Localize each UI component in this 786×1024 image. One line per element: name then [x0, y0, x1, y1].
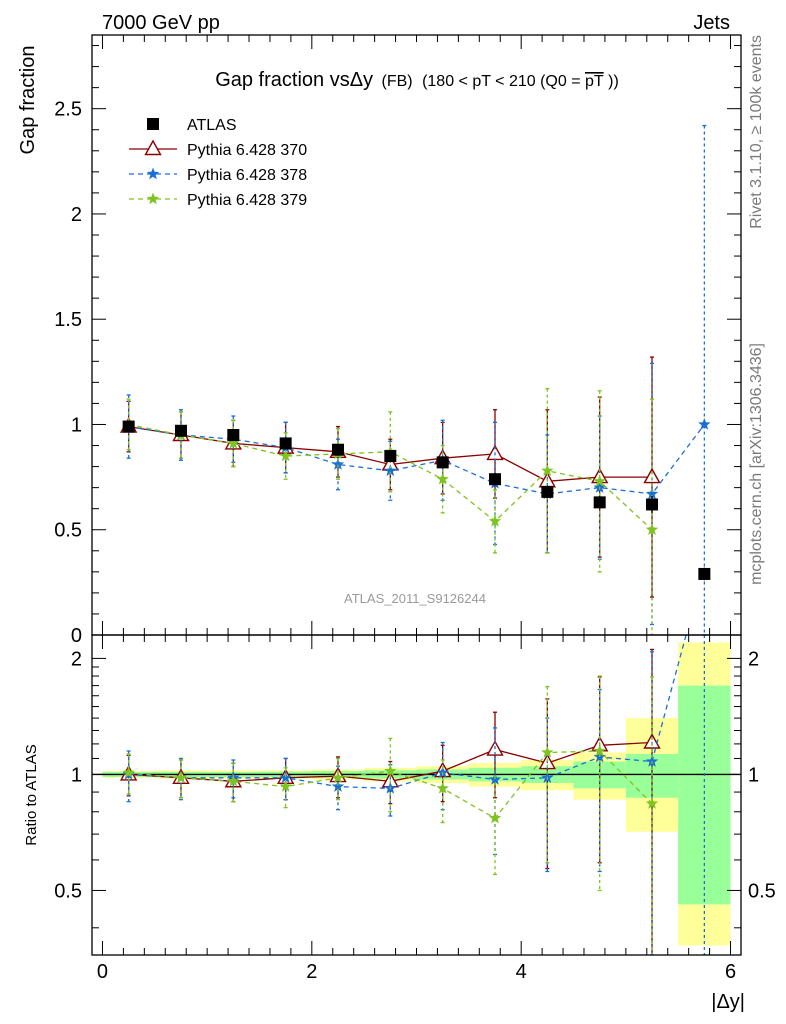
marker-pythia-6-428-379	[541, 745, 554, 758]
marker-pythia-6-428-378	[279, 771, 292, 784]
ratio-y-tick-label-right: 1	[748, 764, 759, 786]
x-tick-label: 4	[516, 961, 527, 983]
marker-pythia-6-428-379	[593, 474, 606, 487]
marker-pythia-6-428-379	[645, 523, 659, 535]
legend-marker-pythia-6-428-378	[146, 167, 160, 180]
main-y-tick-label: 0	[71, 625, 82, 647]
marker-atlas	[331, 443, 344, 456]
main-y-tick-label: 0.5	[54, 520, 82, 542]
ratio-y-tick-label-right: 2	[748, 648, 759, 670]
marker-pythia-6-428-379	[384, 764, 397, 777]
marker-atlas	[227, 429, 240, 441]
marker-pythia-6-428-379	[227, 774, 240, 787]
marker-atlas	[436, 456, 449, 469]
marker-pythia-6-428-379	[331, 771, 345, 784]
marker-atlas	[122, 420, 135, 433]
legend-label-pythia-6-428-370: Pythia 6.428 370	[187, 142, 307, 159]
ratio-y-tick-label-left: 0.5	[54, 880, 82, 902]
main-y-axis-label: Gap fraction	[17, 46, 39, 155]
header-right: Jets	[693, 12, 730, 34]
main-y-tick-label: 1.5	[54, 309, 82, 331]
main-panel-marks	[119, 124, 711, 635]
marker-atlas	[384, 450, 397, 463]
series-line-pythia-6-428-378	[128, 424, 705, 495]
legend-label-atlas: ATLAS	[187, 117, 237, 134]
main-title: Gap fraction vsΔy (FB) (180 < pT < 210 (…	[215, 69, 619, 91]
marker-pythia-6-428-379	[279, 780, 292, 792]
main-title-cut: (180 < pT < 210 (Q0 =	[422, 73, 580, 90]
main-title-tail: ))	[608, 73, 619, 90]
mcplots-label: mcplots.cern.ch [arXiv:1306.3436]	[748, 343, 765, 585]
ratio-panel-marks	[92, 635, 741, 955]
x-tick-label: 2	[306, 961, 317, 983]
marker-atlas	[541, 485, 554, 498]
marker-pythia-6-428-370	[643, 467, 661, 484]
main-y-tick-label: 2.5	[54, 99, 82, 121]
main-title-overline: pT	[585, 73, 604, 90]
marker-pythia-6-428-379	[436, 781, 449, 794]
marker-atlas	[698, 567, 711, 580]
marker-atlas	[174, 424, 187, 437]
marker-pythia-6-428-379	[593, 744, 606, 757]
main-y-tick-label: 2	[71, 204, 82, 226]
ratio-y-axis-label: Ratio to ATLAS	[23, 744, 40, 845]
marker-pythia-6-428-378	[645, 487, 659, 500]
ratio-y-tick-label-left: 2	[71, 648, 82, 670]
marker-pythia-6-428-378	[331, 780, 345, 792]
legend-label-pythia-6-428-378: Pythia 6.428 378	[187, 167, 307, 184]
axes-and-ticks: 0 2 4 600.511.522.50.5 0.51 12 2	[54, 34, 776, 983]
rivet-label: Rivet 3.1.10, ≥ 100k events	[748, 35, 765, 229]
main-title-tag: (FB)	[382, 73, 413, 90]
marker-pythia-6-428-379	[279, 449, 292, 462]
ratio-uncertainty-bands	[102, 642, 731, 946]
marker-pythia-6-428-378	[384, 464, 397, 477]
x-tick-label: 6	[725, 961, 736, 983]
header-left: 7000 GeV pp	[102, 12, 220, 34]
legend-marker-pythia-6-428-379	[146, 192, 160, 205]
marker-pythia-6-428-379	[436, 472, 449, 485]
stat-uncertainty-band	[678, 685, 731, 905]
marker-pythia-6-428-378	[698, 417, 711, 430]
x-axis-label: |Δy|	[711, 991, 745, 1013]
marker-pythia-6-428-379	[174, 771, 188, 784]
marker-pythia-6-428-378	[645, 755, 659, 767]
main-y-tick-label: 1	[71, 414, 82, 436]
legend-marker-atlas	[147, 118, 159, 130]
marker-atlas	[646, 498, 659, 511]
marker-pythia-6-428-379	[541, 464, 554, 477]
ratio-y-tick-label-right: 0.5	[748, 880, 776, 902]
main-title-text: Gap fraction vsΔy	[215, 69, 373, 91]
series-line-pythia-6-428-378	[128, 635, 687, 790]
legend-label-pythia-6-428-379: Pythia 6.428 379	[187, 192, 307, 209]
marker-pythia-6-428-379	[227, 436, 240, 449]
ratio-y-tick-label-left: 1	[71, 764, 82, 786]
marker-atlas	[279, 437, 292, 450]
marker-atlas	[489, 473, 502, 486]
marker-pythia-6-428-379	[488, 514, 502, 527]
marker-pythia-6-428-379	[645, 797, 659, 809]
marker-pythia-6-428-379	[488, 811, 502, 824]
legend-marker-pythia-6-428-370	[144, 139, 162, 156]
x-tick-label: 0	[97, 961, 108, 983]
marker-pythia-6-428-379	[122, 766, 135, 779]
legend: ATLAS Pythia 6.428 370 Pythia 6.428 378 Pyt…	[129, 117, 307, 209]
marker-atlas	[593, 496, 606, 509]
marker-pythia-6-428-378	[331, 457, 345, 470]
analysis-watermark: ATLAS_2011_S9126244	[344, 591, 486, 606]
